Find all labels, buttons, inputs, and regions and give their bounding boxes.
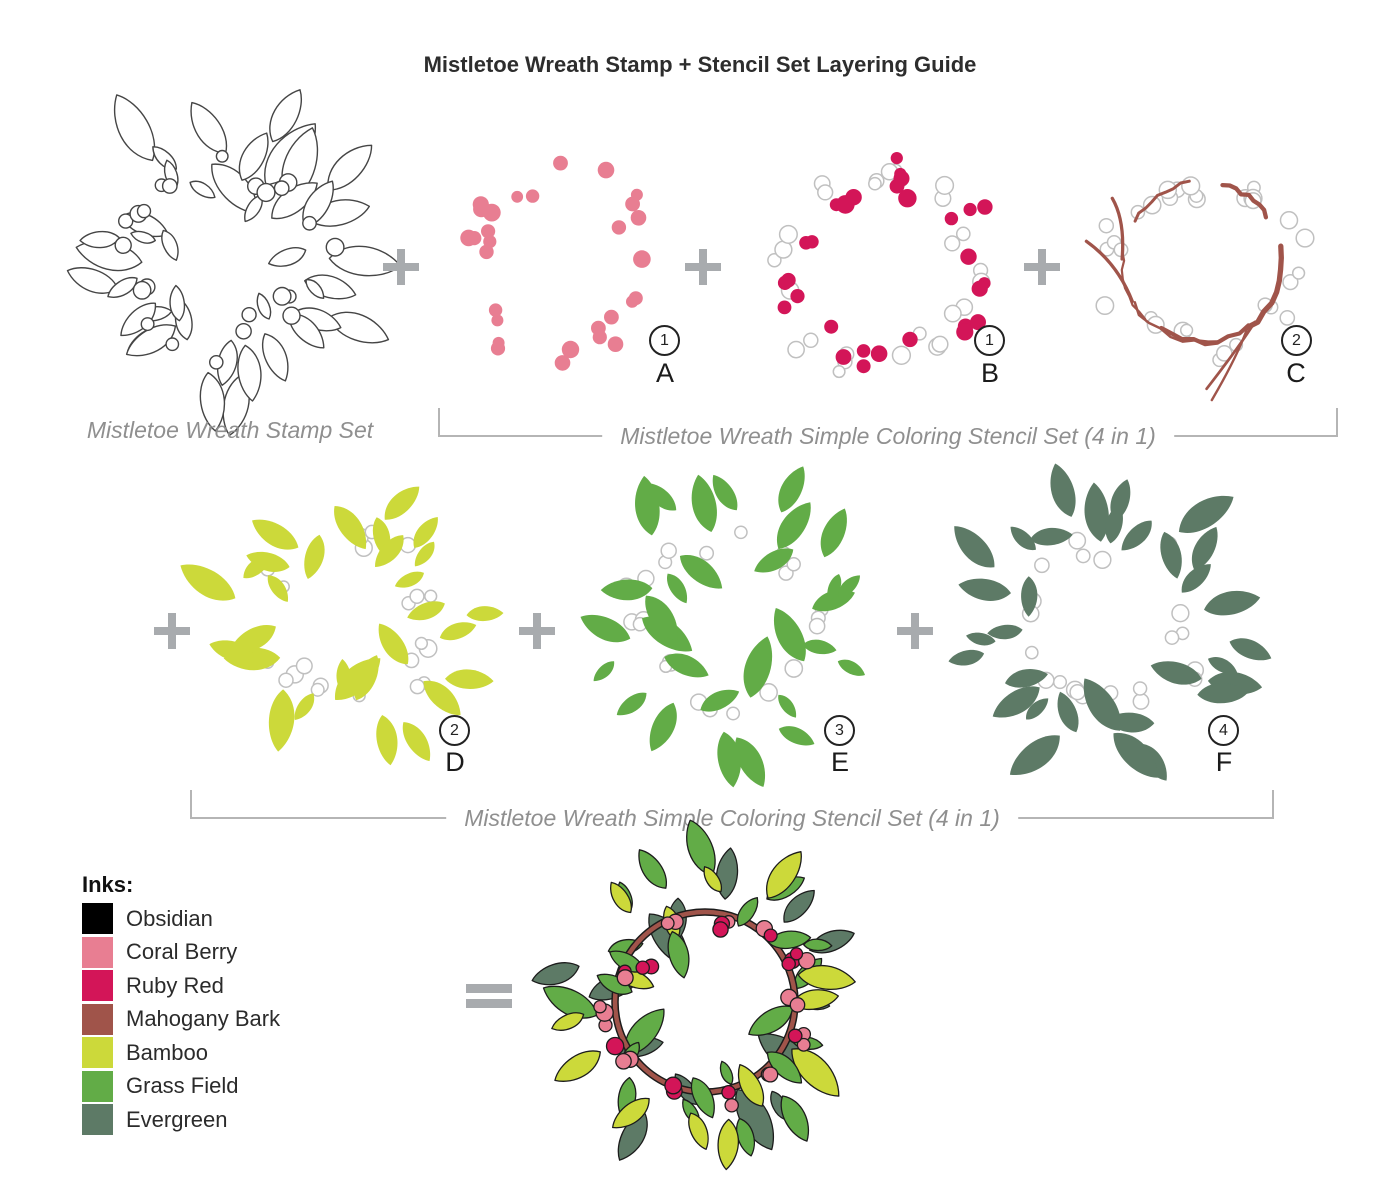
ink-label: Evergreen (126, 1106, 228, 1132)
step-badge-e: 3 (824, 715, 855, 746)
ink-swatch-bamboo (82, 1037, 113, 1068)
stencil-a-coral-dots-art (460, 155, 651, 371)
ink-item: Ruby Red (82, 970, 280, 1001)
equals-icon (466, 984, 512, 1009)
ink-item: Coral Berry (82, 936, 280, 968)
panel-letter-b: B (980, 358, 999, 388)
step-badge-f: 4 (1208, 715, 1239, 746)
ink-swatch-ruby-red (82, 970, 113, 1001)
plus-icon (517, 611, 557, 651)
stencil-set-bracket-row1: Mistletoe Wreath Simple Coloring Stencil… (438, 408, 1338, 450)
stencil-set-caption-row1: Mistletoe Wreath Simple Coloring Stencil… (602, 423, 1174, 450)
plus-icon (683, 247, 723, 287)
panel-letter-f: F (1215, 747, 1233, 777)
plus-icon (1022, 247, 1062, 287)
ink-item: Bamboo (82, 1037, 280, 1068)
plus-icon (152, 611, 192, 651)
ink-swatch-obsidian (82, 903, 113, 934)
stencil-f-evergreen-leaves-art (948, 463, 1272, 781)
ink-label: Mahogany Bark (126, 1006, 281, 1031)
panel-letter-d: D (445, 747, 465, 777)
ink-item: Evergreen (82, 1104, 280, 1135)
step-badge-a: 1 (649, 325, 680, 356)
panel-letter-e: E (830, 747, 849, 777)
panel-letter-a: A (655, 358, 674, 388)
ink-swatch-mahogany-bark (82, 1003, 113, 1035)
ink-label: Obsidian (126, 905, 213, 931)
stencil-c-vine-art (1084, 176, 1315, 402)
ink-label: Ruby Red (126, 972, 224, 998)
step-badge-d: 2 (439, 715, 470, 746)
page-title: Mistletoe Wreath Stamp + Stencil Set Lay… (423, 52, 977, 77)
ink-swatch-grass-field (82, 1070, 113, 1102)
ink-swatch-coral-berry (82, 936, 113, 968)
stencil-b-ruby-dots-art (767, 152, 993, 379)
inks-legend: Inks: Obsidian Coral Berry Ruby Red Maho… (82, 872, 280, 1138)
plus-icon (895, 611, 935, 651)
stamp-set-caption: Mistletoe Wreath Stamp Set (86, 417, 374, 443)
ink-label: Bamboo (126, 1039, 208, 1065)
stencil-set-bracket-row2: Mistletoe Wreath Simple Coloring Stencil… (190, 790, 1274, 832)
step-badge-b: 1 (974, 325, 1005, 356)
stencil-e-grass-leaves-art (580, 466, 866, 788)
ink-label: Grass Field (126, 1073, 239, 1098)
finished-colored-wreath-art (531, 819, 856, 1171)
stencil-d-bamboo-leaves-art (180, 486, 504, 766)
stencil-set-caption-row2: Mistletoe Wreath Simple Coloring Stencil… (446, 805, 1018, 832)
step-badge-c: 2 (1281, 325, 1312, 356)
stamp-wreath-outline-art (66, 89, 402, 437)
ink-item: Mahogany Bark (82, 1003, 281, 1035)
ink-item: Obsidian (82, 903, 280, 934)
ink-swatch-evergreen (82, 1104, 113, 1135)
plus-icon (381, 247, 421, 287)
panel-letter-c: C (1286, 358, 1306, 388)
ink-label: Coral Berry (126, 939, 238, 964)
inks-heading: Inks: (82, 872, 134, 897)
ink-item: Grass Field (82, 1070, 280, 1102)
